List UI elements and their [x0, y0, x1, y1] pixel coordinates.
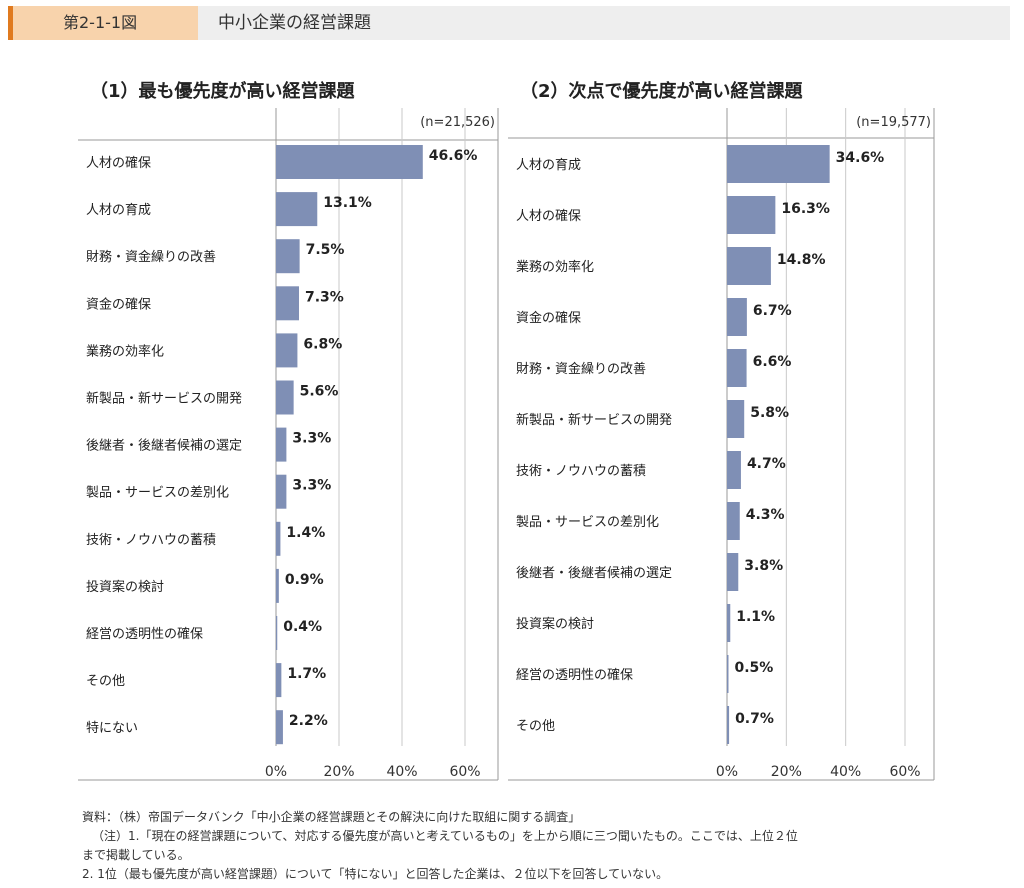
category-label: 財務・資金繰りの改善 — [516, 361, 646, 377]
data-label: 0.9% — [285, 572, 324, 588]
data-label: 6.6% — [753, 354, 792, 370]
note-2: 2. 1位（最も優先度が高い経営課題）について「特にない」と回答した企業は、２位… — [82, 867, 669, 881]
data-label: 13.1% — [323, 195, 372, 211]
bar — [727, 400, 745, 438]
data-label: 6.7% — [753, 303, 792, 319]
category-label: 人材の育成 — [86, 202, 151, 218]
x-tick-label: 0% — [716, 764, 738, 780]
note-source: 資料：（株）帝国データバンク「中小企業の経営課題とその解決に向けた取組に関する調… — [82, 810, 581, 824]
data-label: 7.3% — [305, 289, 344, 305]
chart-1: 0% 20% 40% 60% (n=21,526) 人材の確保 46.6% 人材の育成 13.1… — [78, 108, 499, 781]
bar — [727, 196, 776, 234]
data-label: 7.5% — [306, 242, 345, 258]
bar — [276, 380, 294, 415]
category-label: 資金の確保 — [516, 310, 581, 326]
category-label: 後継者・後継者候補の選定 — [516, 566, 672, 581]
bar — [276, 710, 283, 745]
data-label: 46.6% — [429, 148, 478, 164]
data-label: 5.6% — [300, 384, 339, 400]
category-label: 業務の効率化 — [86, 343, 164, 359]
bar — [727, 655, 729, 693]
bar — [727, 604, 731, 642]
x-tick-label: 20% — [323, 764, 354, 780]
bar — [276, 286, 299, 321]
bar — [276, 145, 423, 179]
data-label: 2.2% — [289, 713, 328, 729]
data-label: 3.8% — [744, 558, 783, 574]
data-label: 1.7% — [287, 666, 326, 682]
category-label: 人材の育成 — [516, 157, 581, 173]
data-label: 14.8% — [777, 252, 826, 268]
header-accent-bar — [8, 6, 13, 40]
bar — [276, 192, 318, 227]
category-label: 投資案の検討 — [86, 579, 164, 595]
data-label: 3.3% — [292, 478, 331, 494]
bar — [276, 239, 300, 274]
bar — [727, 298, 747, 336]
sample-size-label: (n=19,577) — [856, 115, 931, 130]
bar — [727, 553, 739, 591]
data-label: 6.8% — [303, 336, 342, 352]
category-label: 業務の効率化 — [516, 259, 594, 275]
data-label: 34.6% — [836, 150, 885, 166]
bar — [276, 333, 298, 368]
bar — [727, 502, 740, 540]
sample-size-label: (n=21,526) — [420, 115, 495, 130]
category-label: 人材の確保 — [86, 155, 151, 171]
bar — [727, 451, 741, 489]
data-label: 0.4% — [283, 619, 322, 635]
category-label: その他 — [516, 719, 555, 734]
data-label: 1.1% — [736, 609, 775, 625]
x-tick-label: 40% — [386, 764, 417, 780]
category-label: 経営の透明性の確保 — [86, 626, 203, 642]
figure-number: 第2-1-1図 — [13, 6, 198, 40]
category-label: 新製品・新サービスの開発 — [86, 391, 242, 407]
chart-1-title: （1）最も優先度が高い経営課題 — [90, 81, 355, 102]
note-1: （注）1.「現在の経営課題について、対応する優先度が高いと考えているもの」を上か… — [92, 829, 798, 843]
chart-2: 0% 20% 40% 60% (n=19,577) 人材の育成 34.6% 人材の確保 16.3… — [508, 108, 935, 781]
category-label: 後継者・後継者候補の選定 — [86, 439, 242, 454]
bar — [276, 521, 281, 556]
category-label: 人材の確保 — [516, 208, 581, 224]
chart-2-title: （2）次点で優先度が高い経営課題 — [520, 81, 803, 102]
figure-header: 第2-1-1図 中小企業の経営課題 — [8, 6, 1010, 40]
category-label: 投資案の検討 — [516, 616, 594, 632]
note-1-cont: まで掲載している。 — [82, 848, 190, 862]
x-tick-label: 60% — [449, 764, 480, 780]
bar — [276, 663, 282, 698]
data-label: 1.4% — [286, 525, 325, 541]
category-label: 資金の確保 — [86, 296, 151, 312]
bar — [276, 568, 279, 603]
data-label: 0.7% — [735, 711, 774, 727]
category-label: その他 — [86, 674, 125, 689]
data-label: 16.3% — [781, 201, 830, 217]
x-tick-label: 20% — [771, 764, 802, 780]
bar — [727, 145, 830, 183]
bar — [276, 474, 287, 509]
x-tick-label: 0% — [265, 764, 287, 780]
notes: 資料：（株）帝国データバンク「中小企業の経営課題とその解決に向けた取組に関する調… — [82, 808, 1012, 884]
bar — [727, 349, 747, 387]
bar — [727, 706, 730, 744]
category-label: 技術・ノウハウの蓄積 — [516, 464, 646, 479]
data-label: 0.5% — [734, 660, 773, 676]
data-label: 4.3% — [746, 507, 785, 523]
category-label: 新製品・新サービスの開発 — [516, 412, 672, 428]
category-label: 財務・資金繰りの改善 — [86, 249, 216, 265]
data-label: 4.7% — [747, 456, 786, 472]
category-label: 特にない — [86, 721, 138, 736]
category-label: 技術・ノウハウの蓄積 — [86, 533, 216, 548]
category-label: 経営の透明性の確保 — [516, 667, 633, 683]
figure-title: 中小企業の経営課題 — [218, 13, 371, 33]
bar — [276, 616, 278, 650]
category-label: 製品・サービスの差別化 — [516, 515, 659, 530]
data-label: 3.3% — [292, 431, 331, 447]
x-tick-label: 60% — [889, 764, 920, 780]
bar — [276, 427, 287, 462]
bar — [727, 247, 771, 285]
data-label: 5.8% — [750, 405, 789, 421]
category-label: 製品・サービスの差別化 — [86, 486, 229, 501]
x-tick-label: 40% — [830, 764, 861, 780]
